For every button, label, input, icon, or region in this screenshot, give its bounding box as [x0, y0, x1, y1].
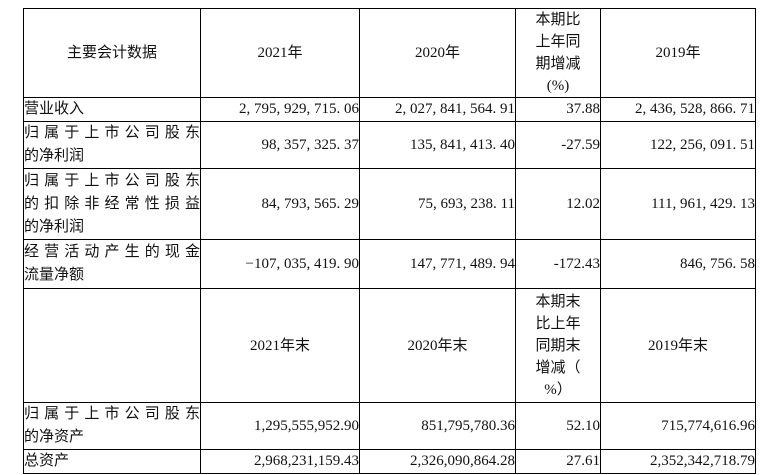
table-row-net-assets: 归属于上市公司股东 的净资产 1,295,555,952.90 851,795,7… — [23, 402, 756, 450]
header-year-2019: 2019年 — [600, 8, 756, 98]
value-2019: 122, 256, 091. 51 — [600, 121, 756, 169]
value-2021: 98, 357, 325. 37 — [200, 121, 360, 169]
metric-label: 归属于上市公司股东 的扣除非经常性损益 的净利润 — [23, 168, 201, 240]
change-pct: -27.59 — [515, 121, 601, 169]
header-year-end-2020: 2020年末 — [359, 288, 516, 403]
header-year-end-2019: 2019年末 — [600, 288, 756, 403]
change-pct: 37.88 — [515, 97, 601, 122]
value-2019: 111, 961, 429. 13 — [600, 168, 756, 240]
value-2020: 75, 693, 238. 11 — [359, 168, 516, 240]
table-row-operating-revenue: 营业收入 2, 795, 929, 715. 06 2, 027, 841, 5… — [23, 97, 756, 122]
metric-label: 归属于上市公司股东 的净资产 — [23, 402, 201, 450]
table-row-net-profit-excl-nonrecurring: 归属于上市公司股东 的扣除非经常性损益 的净利润 84, 793, 565. 29 … — [23, 168, 756, 240]
value-2020: 2, 027, 841, 564. 91 — [359, 97, 516, 122]
value-2020: 135, 841, 413. 40 — [359, 121, 516, 169]
header-year-2021: 2021年 — [200, 8, 360, 98]
value-2021: 84, 793, 565. 29 — [200, 168, 360, 240]
table-header-annual: 主要会计数据 2021年 2020年 本期比 上年同 期增减 (%) 2019年 — [23, 8, 756, 98]
change-pct: 12.02 — [515, 168, 601, 240]
header-metric: 主要会计数据 — [23, 8, 201, 98]
header-year-end-change-pct: 本期末 比上年 同期末 增减（%） — [515, 288, 601, 403]
value-2021: 1,295,555,952.90 — [200, 402, 360, 450]
value-2019: 2, 436, 528, 866. 71 — [600, 97, 756, 122]
value-2019: 715,774,616.96 — [600, 402, 756, 450]
value-2019: 2,352,342,718.79 — [600, 449, 756, 474]
metric-label: 归属于上市公司股东 的净利润 — [23, 121, 201, 169]
value-2021: 2, 795, 929, 715. 06 — [200, 97, 360, 122]
table-row-net-profit: 归属于上市公司股东 的净利润 98, 357, 325. 37 135, 841,… — [23, 121, 756, 169]
header-year-2020: 2020年 — [359, 8, 516, 98]
metric-label: 经营活动产生的现金 流量净额 — [23, 239, 201, 289]
value-2021: 2,968,231,159.43 — [200, 449, 360, 474]
table-header-year-end: 2021年末 2020年末 本期末 比上年 同期末 增减（%） 2019年末 — [23, 288, 756, 403]
key-accounting-data-table: 主要会计数据 2021年 2020年 本期比 上年同 期增减 (%) 2019年 营业… — [23, 8, 756, 474]
value-2021: −107, 035, 419. 90 — [200, 239, 360, 289]
change-pct: -172.43 — [515, 239, 601, 289]
header-yoy-change-pct: 本期比 上年同 期增减 (%) — [515, 8, 601, 98]
value-2020: 2,326,090,864.28 — [359, 449, 516, 474]
header-year-end-2021: 2021年末 — [200, 288, 360, 403]
table-row-operating-cash-flow: 经营活动产生的现金 流量净额 −107, 035, 419. 90 147, 77… — [23, 239, 756, 289]
metric-label: 总资产 — [23, 449, 201, 474]
metric-label: 营业收入 — [23, 97, 201, 122]
header-metric-empty — [23, 288, 201, 403]
value-2019: 846, 756. 58 — [600, 239, 756, 289]
value-2020: 851,795,780.36 — [359, 402, 516, 450]
value-2020: 147, 771, 489. 94 — [359, 239, 516, 289]
table-row-total-assets: 总资产 2,968,231,159.43 2,326,090,864.28 27… — [23, 449, 756, 474]
change-pct: 27.61 — [515, 449, 601, 474]
change-pct: 52.10 — [515, 402, 601, 450]
